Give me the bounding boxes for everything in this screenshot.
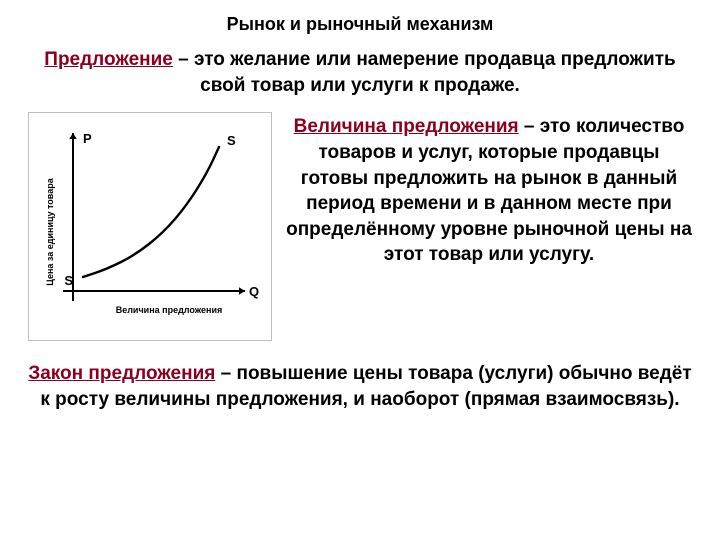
paragraph-law: Закон предложения – повышение цены товар… (28, 361, 692, 412)
text-supply-rest: – это желание или намерение продавца пре… (173, 49, 676, 96)
paragraph-supply: Предложение – это желание или намерение … (28, 47, 692, 98)
term-supply: Предложение (44, 49, 173, 70)
svg-text:P: P (83, 131, 92, 146)
page-title: Рынок и рыночный механизм (28, 14, 692, 35)
svg-text:Q: Q (249, 284, 259, 299)
svg-text:Цена за единицу товара: Цена за единицу товара (45, 178, 55, 286)
paragraph-quantity: Величина предложения – это количество то… (286, 112, 692, 268)
svg-text:Величина предложения: Величина предложения (116, 305, 223, 315)
supply-curve-svg: P Q S S Цена за единицу товара Величина предл… (35, 119, 265, 329)
term-quantity: Величина предложения (294, 116, 519, 137)
svg-text:S: S (227, 133, 236, 148)
supply-chart: P Q S S Цена за единицу товара Величина предл… (28, 112, 272, 341)
term-law: Закон предложения (28, 363, 215, 384)
svg-text:S: S (64, 273, 73, 288)
text-quantity-rest: – это количество товаров и услуг, которы… (286, 116, 692, 265)
slide: Рынок и рыночный механизм Предложение – … (0, 0, 720, 540)
middle-row: P Q S S Цена за единицу товара Величина предл… (28, 112, 692, 341)
